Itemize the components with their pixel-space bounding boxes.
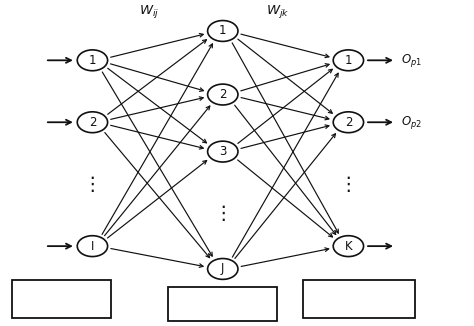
Circle shape <box>333 50 364 71</box>
Text: I: I <box>91 240 94 253</box>
FancyBboxPatch shape <box>168 287 277 321</box>
Text: $O_{p1}$: $O_{p1}$ <box>401 52 421 69</box>
FancyBboxPatch shape <box>12 280 111 318</box>
Text: 1: 1 <box>89 54 96 67</box>
Circle shape <box>333 236 364 257</box>
Circle shape <box>77 112 108 133</box>
Text: 1: 1 <box>345 54 352 67</box>
FancyBboxPatch shape <box>303 280 415 318</box>
Text: Input: Input <box>45 293 79 305</box>
Text: . . . .: . . . . <box>214 294 231 303</box>
Text: . . . .: . . . . <box>214 304 231 312</box>
Circle shape <box>208 259 238 279</box>
Text: J: J <box>221 262 225 275</box>
Text: ⋮: ⋮ <box>82 175 102 194</box>
Text: 2: 2 <box>89 116 96 129</box>
Text: 2: 2 <box>219 88 227 101</box>
Text: ⋮: ⋮ <box>338 175 358 194</box>
Circle shape <box>333 112 364 133</box>
Text: Output: Output <box>336 293 383 305</box>
Circle shape <box>77 236 108 257</box>
Text: 3: 3 <box>219 145 227 158</box>
Text: 2: 2 <box>345 116 352 129</box>
Circle shape <box>208 141 238 162</box>
Text: $W_{jk}$: $W_{jk}$ <box>265 3 289 20</box>
Text: $W_{ij}$: $W_{ij}$ <box>139 3 159 20</box>
Text: $O_{p2}$: $O_{p2}$ <box>401 114 421 131</box>
Text: K: K <box>345 240 352 253</box>
Text: 1: 1 <box>219 24 227 37</box>
Circle shape <box>77 50 108 71</box>
Circle shape <box>208 21 238 41</box>
Circle shape <box>208 84 238 105</box>
Text: ⋮: ⋮ <box>213 204 233 223</box>
